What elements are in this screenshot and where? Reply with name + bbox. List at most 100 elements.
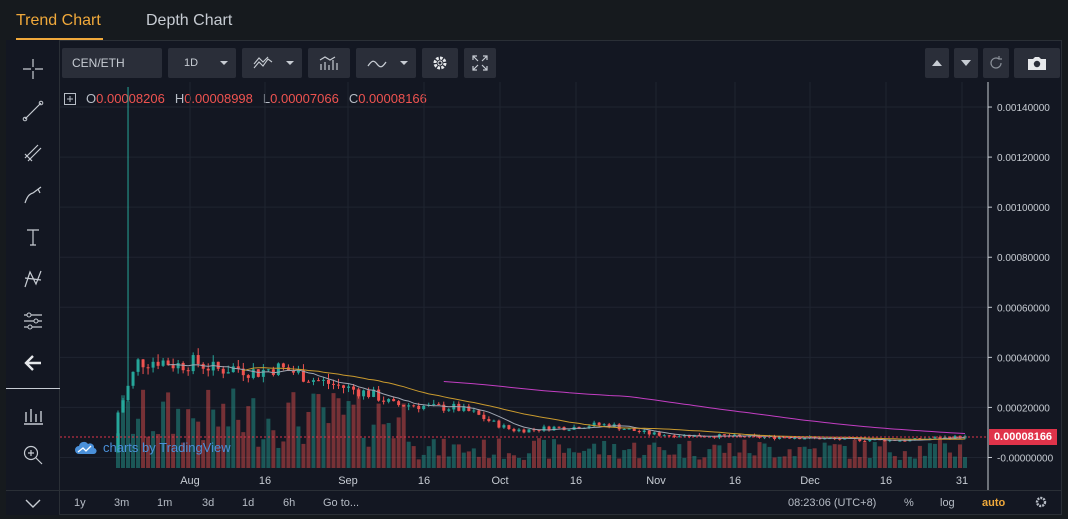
collapse-toolbar-button[interactable] — [6, 490, 60, 516]
candle-body — [507, 425, 511, 429]
price-chart[interactable]: 0.00140000 0.00120000 0.00100000 0.00080000… — [60, 82, 1061, 490]
indicators-button[interactable] — [308, 48, 350, 78]
volume-bar — [536, 438, 541, 468]
volume-bar — [907, 456, 912, 468]
log-toggle[interactable]: log — [940, 497, 955, 509]
y-tick-label: 0.00120000 — [997, 153, 1050, 164]
volume-bar — [351, 404, 356, 468]
auto-toggle[interactable]: auto — [982, 497, 1006, 509]
reset-button[interactable] — [983, 48, 1009, 78]
expand-legend-icon[interactable] — [64, 92, 76, 105]
volume-bar — [577, 452, 582, 468]
prediction-icon[interactable] — [18, 306, 48, 336]
interval-select[interactable]: 1D — [168, 48, 236, 78]
zoom-icon[interactable] — [18, 440, 48, 470]
tradingview-watermark[interactable]: charts by TradingView — [74, 440, 231, 455]
volume-bar — [201, 440, 206, 468]
range-1y[interactable]: 1y — [74, 497, 86, 509]
candle-body — [116, 412, 120, 453]
volume-bar — [963, 457, 967, 468]
volume-bar — [466, 451, 471, 468]
volume-bar — [597, 454, 602, 468]
volume-bar — [802, 446, 807, 468]
indicator-bars-icon[interactable] — [18, 400, 48, 430]
fullscreen-button[interactable] — [464, 48, 496, 78]
volume-bar — [902, 451, 907, 468]
volume-bar — [121, 395, 126, 468]
chart-style-button[interactable] — [242, 48, 302, 78]
volume-bar — [136, 418, 141, 468]
scroll-down-button[interactable] — [954, 48, 978, 78]
candle-body — [938, 437, 942, 439]
indicators-icon — [319, 56, 338, 70]
volume-bar — [617, 458, 622, 468]
brush-icon[interactable] — [18, 180, 48, 210]
volume-bar — [396, 417, 401, 468]
triangle-up-icon — [932, 60, 942, 66]
x-tick-label: Sep — [338, 475, 358, 487]
candle-body — [357, 389, 361, 397]
candle-body — [136, 359, 140, 372]
candle-body — [712, 436, 716, 438]
candle-body — [171, 365, 175, 369]
time-readout[interactable]: 08:23:06 (UTC+8) — [788, 497, 877, 509]
volume-bar — [892, 456, 897, 468]
candles-icon — [253, 56, 273, 69]
percent-toggle[interactable]: % — [904, 497, 914, 509]
candle-body — [933, 437, 937, 439]
volume-bar — [612, 443, 617, 468]
candle-body — [216, 361, 220, 369]
chevron-down-icon — [25, 499, 41, 508]
pitchfork-icon[interactable] — [18, 138, 48, 168]
gear-icon — [433, 56, 447, 70]
volume-bar — [456, 444, 461, 468]
candle-body — [251, 369, 255, 378]
tab-depth-chart[interactable]: Depth Chart — [146, 12, 233, 29]
pattern-icon[interactable] — [18, 264, 48, 294]
range-6h[interactable]: 6h — [283, 497, 296, 509]
candle-body — [783, 437, 787, 439]
scroll-up-button[interactable] — [925, 48, 949, 78]
trend-line-icon[interactable] — [18, 96, 48, 126]
text-tool-icon[interactable] — [18, 222, 48, 252]
volume-bar — [702, 457, 707, 468]
settings-gear-icon[interactable] — [1034, 495, 1048, 509]
candle-body — [402, 405, 406, 407]
volume-bar — [156, 434, 161, 468]
range-3d[interactable]: 3d — [202, 497, 215, 509]
volume-bar — [937, 438, 942, 468]
volume-bar — [947, 452, 952, 468]
cloud-icon — [75, 441, 97, 454]
candle-body — [522, 429, 526, 433]
candle-body — [662, 435, 666, 437]
volume-bar — [657, 447, 662, 468]
candle-body — [206, 368, 210, 371]
candle-body — [863, 441, 867, 443]
crosshair-icon[interactable] — [18, 54, 48, 84]
range-3m[interactable]: 3m — [114, 497, 130, 509]
candle-body — [557, 426, 561, 428]
symbol-field[interactable]: CEN/ETH — [62, 48, 162, 78]
candle-body — [176, 363, 180, 369]
ma-medium-line — [243, 367, 966, 440]
x-tick-label: 16 — [729, 475, 741, 487]
range-1d[interactable]: 1d — [242, 497, 255, 509]
candle-body — [342, 385, 346, 388]
volume-bar — [126, 401, 131, 468]
volume-bar — [421, 454, 426, 468]
volume-bar — [181, 442, 186, 468]
tab-trend-chart[interactable]: Trend Chart — [16, 12, 103, 40]
line-type-button[interactable] — [356, 48, 416, 78]
y-tick-label: 0.00040000 — [997, 353, 1050, 364]
settings-button[interactable] — [422, 48, 458, 78]
volume-bar — [637, 458, 642, 468]
volume-bar — [486, 458, 491, 468]
candle-body — [211, 361, 215, 371]
goto-button[interactable]: Go to... — [323, 497, 360, 509]
volume-bar — [346, 401, 351, 468]
screenshot-button[interactable] — [1014, 48, 1060, 78]
candle-body — [337, 384, 341, 386]
arrow-left-icon[interactable] — [18, 348, 48, 378]
candle-body — [392, 399, 396, 402]
range-1m[interactable]: 1m — [157, 497, 173, 509]
